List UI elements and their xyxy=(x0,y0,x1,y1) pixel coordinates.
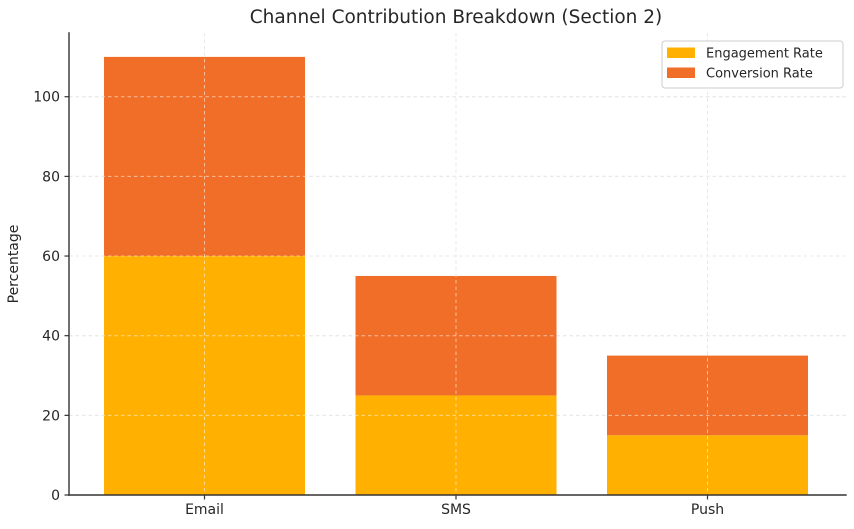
legend: Engagement Rate Conversion Rate xyxy=(661,40,844,89)
x-tick-label-push: Push xyxy=(691,502,724,518)
chart-plot-area: 0 20 40 60 80 100 Email SMS Push Engagement Rate C… xyxy=(33,32,847,518)
gridlines-over xyxy=(69,33,846,495)
y-axis-label: Percentage xyxy=(6,225,22,304)
y-tick-label-0: 0 xyxy=(51,488,60,504)
legend-swatch-engagement-rate xyxy=(667,47,695,58)
bar-segment-email-engagement-rate xyxy=(104,256,305,495)
bar-segment-push-conversion-rate xyxy=(607,355,808,436)
axes-spines xyxy=(68,32,847,496)
legend-frame xyxy=(661,40,844,89)
legend-swatch-conversion-rate xyxy=(667,67,695,78)
legend-label-engagement-rate: Engagement Rate xyxy=(706,47,823,62)
legend-item-conversion-rate: Conversion Rate xyxy=(667,67,813,82)
legend-label-conversion-rate: Conversion Rate xyxy=(706,67,813,82)
y-tick-label-100: 100 xyxy=(33,90,60,106)
x-tick-label-sms: SMS xyxy=(441,502,471,518)
x-tick-label-email: Email xyxy=(185,502,224,518)
y-tick-label-60: 60 xyxy=(42,249,60,265)
y-tick-label-40: 40 xyxy=(42,329,60,345)
y-tick-label-20: 20 xyxy=(42,408,60,424)
y-tick-label-80: 80 xyxy=(42,169,60,185)
legend-item-engagement-rate: Engagement Rate xyxy=(667,47,823,62)
chart-title: Channel Contribution Breakdown (Section … xyxy=(250,7,663,28)
